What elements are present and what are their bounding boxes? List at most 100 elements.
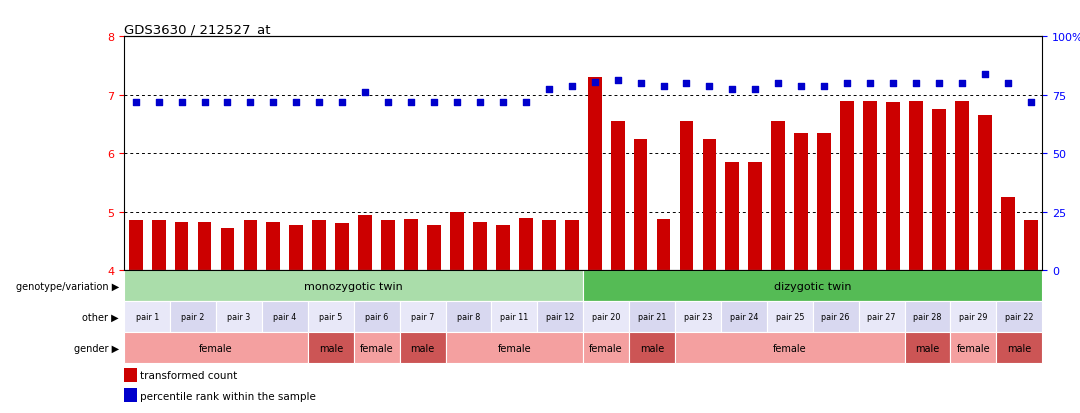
- Bar: [565, 221, 579, 271]
- Text: genotype/variation ▶: genotype/variation ▶: [15, 281, 119, 291]
- Text: female: female: [773, 343, 807, 353]
- Point: [954, 81, 971, 87]
- Bar: [955, 101, 969, 271]
- Bar: [905, 301, 950, 332]
- Bar: [630, 332, 675, 363]
- Point: [563, 83, 580, 90]
- Text: female: female: [957, 343, 990, 353]
- Text: male: male: [319, 343, 342, 353]
- Bar: [932, 110, 946, 271]
- Text: pair 6: pair 6: [365, 313, 389, 321]
- Point: [976, 72, 994, 78]
- Bar: [446, 301, 491, 332]
- Point: [471, 99, 488, 106]
- Point: [793, 83, 810, 90]
- Bar: [244, 221, 257, 271]
- Bar: [909, 101, 923, 271]
- Point: [356, 89, 374, 96]
- Text: female: female: [590, 343, 623, 353]
- Text: percentile rank within the sample: percentile rank within the sample: [140, 391, 316, 401]
- Bar: [404, 219, 418, 271]
- Text: other ▶: other ▶: [82, 312, 119, 322]
- Bar: [216, 301, 262, 332]
- Bar: [359, 215, 372, 271]
- Bar: [675, 301, 721, 332]
- Point: [379, 99, 396, 106]
- Bar: [748, 163, 762, 271]
- Point: [770, 81, 787, 87]
- Bar: [840, 101, 854, 271]
- Bar: [262, 301, 308, 332]
- Bar: [702, 139, 716, 271]
- Bar: [354, 332, 400, 363]
- Bar: [308, 301, 354, 332]
- Bar: [267, 223, 281, 271]
- Point: [907, 81, 924, 87]
- Point: [724, 86, 741, 93]
- Bar: [611, 122, 624, 271]
- Bar: [657, 219, 671, 271]
- Bar: [1024, 221, 1038, 271]
- Text: pair 2: pair 2: [181, 313, 205, 321]
- Bar: [124, 301, 171, 332]
- Bar: [175, 223, 189, 271]
- Point: [150, 99, 167, 106]
- Bar: [220, 228, 234, 271]
- Bar: [675, 332, 905, 363]
- Text: monozygotic twin: monozygotic twin: [305, 281, 403, 291]
- Bar: [198, 223, 212, 271]
- Point: [586, 79, 604, 86]
- Point: [540, 86, 557, 93]
- Bar: [905, 332, 950, 363]
- Point: [1022, 99, 1039, 106]
- Text: pair 5: pair 5: [319, 313, 342, 321]
- Text: pair 20: pair 20: [592, 313, 620, 321]
- Point: [999, 81, 1016, 87]
- Point: [195, 99, 213, 106]
- Point: [930, 81, 947, 87]
- Bar: [124, 388, 137, 402]
- Point: [885, 81, 902, 87]
- Text: pair 24: pair 24: [730, 313, 758, 321]
- Point: [609, 78, 626, 84]
- Bar: [496, 225, 510, 271]
- Bar: [542, 221, 556, 271]
- Bar: [491, 301, 538, 332]
- Bar: [400, 332, 446, 363]
- Bar: [450, 212, 464, 271]
- Bar: [863, 101, 877, 271]
- Bar: [583, 271, 1042, 301]
- Text: female: female: [360, 343, 393, 353]
- Text: pair 7: pair 7: [410, 313, 434, 321]
- Point: [517, 99, 535, 106]
- Point: [426, 99, 443, 106]
- Bar: [997, 301, 1042, 332]
- Bar: [308, 332, 354, 363]
- Bar: [771, 122, 785, 271]
- Text: pair 11: pair 11: [500, 313, 528, 321]
- Bar: [630, 301, 675, 332]
- Text: pair 3: pair 3: [227, 313, 251, 321]
- Text: pair 28: pair 28: [914, 313, 942, 321]
- Bar: [859, 301, 905, 332]
- Bar: [519, 218, 532, 271]
- Bar: [679, 122, 693, 271]
- Text: dizygotic twin: dizygotic twin: [774, 281, 851, 291]
- Bar: [818, 133, 832, 271]
- Point: [701, 83, 718, 90]
- Point: [127, 99, 145, 106]
- Bar: [950, 332, 997, 363]
- Bar: [400, 301, 446, 332]
- Point: [862, 81, 879, 87]
- Bar: [997, 332, 1042, 363]
- Point: [311, 99, 328, 106]
- Point: [334, 99, 351, 106]
- Bar: [381, 221, 395, 271]
- Bar: [813, 301, 859, 332]
- Bar: [336, 224, 349, 271]
- Bar: [171, 301, 216, 332]
- Bar: [634, 139, 648, 271]
- Text: female: female: [498, 343, 531, 353]
- Bar: [129, 221, 143, 271]
- Bar: [721, 301, 767, 332]
